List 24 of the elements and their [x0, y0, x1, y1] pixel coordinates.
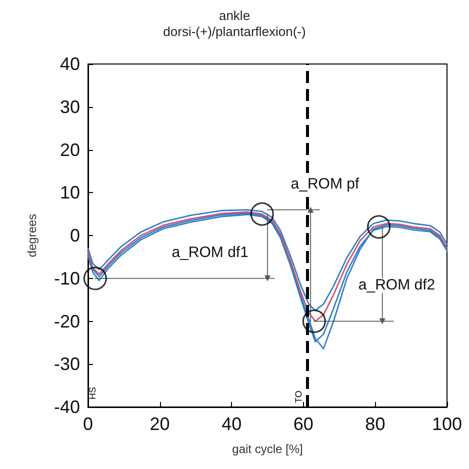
y-tick-label: 40 [60, 54, 80, 74]
x-tick-label: 40 [222, 414, 242, 434]
y-tick-label: -30 [54, 354, 80, 374]
x-tick-label: 100 [432, 414, 462, 434]
x-tick-label: 0 [82, 414, 94, 434]
x-tick-label: 80 [365, 414, 386, 434]
y-tick-label: 0 [70, 226, 80, 246]
y-tick-label: 30 [60, 96, 80, 117]
y-tick-label: -10 [54, 268, 80, 288]
y-tick-label: -40 [54, 397, 80, 417]
annotation: a_ROM df1 [172, 244, 248, 262]
annotation: HS [87, 387, 98, 400]
annotation: a_ROM df2 [358, 276, 436, 294]
y-tick-label: 20 [60, 140, 80, 160]
y-tick-label: 10 [60, 182, 80, 203]
chart-title: ankle [218, 8, 250, 23]
ref-line-label: TO [293, 390, 304, 403]
y-axis-title: degrees [25, 214, 39, 258]
x-tick-label: 60 [293, 414, 314, 434]
x-tick-label: 20 [150, 414, 170, 434]
x-axis-title: gait cycle [%] [232, 442, 303, 456]
y-tick-label: -20 [54, 311, 80, 332]
annotation: a_ROM pf [290, 176, 360, 193]
chart-subtitle: dorsi-(+)/plantarflexion(-) [163, 24, 306, 39]
